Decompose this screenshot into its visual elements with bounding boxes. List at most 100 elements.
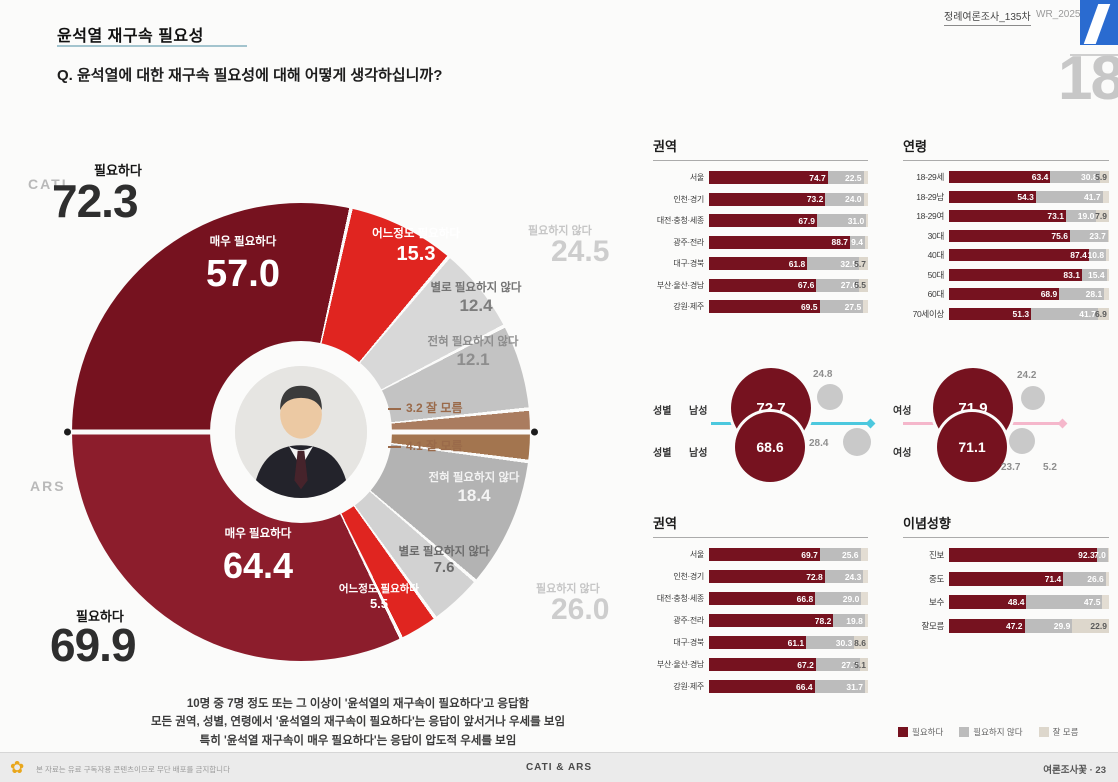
bar-track: 66.4 31.7 [709,680,868,693]
leader-line [388,445,401,448]
bar-segment-yes: 48.4 [949,595,1027,609]
bar-value: 47.2 [1005,620,1023,631]
bar-value: 67.9 [798,215,815,226]
bar-segment-no: 32.5 [807,257,859,270]
legend-label: 잘 모름 [1052,727,1079,737]
summary-notes: 10명 중 7명 정도 또는 그 이상이 '윤석열의 재구속이 필요하다'고 응… [80,695,636,750]
legend-label: 필요하지 않다 [973,727,1023,737]
gender-female-group: 여성 여성 71.9 71.1 24.2 23.7 5.2 [893,366,1111,488]
bar-row-label: 광주·전라 [673,616,704,625]
bar-segment-yes: 68.9 [949,288,1060,300]
bar-row-label: 보수 [928,597,944,607]
bar-track: 73.1 19.0 7.9 [949,210,1109,222]
gender-row-label: 여성 [893,448,912,459]
bar-track: 66.8 29.0 [709,592,868,605]
flower-logo-icon: ✿ [10,758,25,777]
ars-no-value: 26.0 [551,593,610,626]
question-text: Q. 윤석열에 대한 재구속 필요성에 대해 어떻게 생각하십니까? [57,67,443,84]
bar-segment-yes: 66.4 [709,680,815,693]
legend-item: 필요하지 않다 [959,726,1023,738]
legend-label: 필요하다 [912,727,944,737]
bar-row-label: 강원·제주 [673,682,704,691]
bar-segment-yes: 73.1 [949,210,1066,222]
panel-region-ars: 권역 서울 69.7 25.6 인천·경기 72.8 24.3 대전·충청·세종 66.8 29… [653,513,868,702]
mode-label-cati: CATI [28,176,68,192]
bar-segment-yes: 69.7 [709,548,820,561]
bar-row-label: 부산·울산·경남 [656,660,704,669]
bar-row-label: 잘모름 [921,620,944,631]
bar-value: 9.4 [851,237,863,247]
bar-segment-no: 19.8 [833,614,865,627]
bar-row-label: 서울 [689,173,704,182]
bar-value: 32.5 [840,258,857,269]
bar-segment-no: 29.9 [1024,618,1073,633]
gender-section-label: 성별 [653,406,672,417]
bar-value: 87.4 [1070,250,1087,260]
bar-value: 24.3 [844,571,862,582]
bar-segment-no: 41.7 [1031,307,1098,320]
bar-value: 24.0 [844,194,862,204]
bar-track: 75.6 23.7 [949,229,1109,242]
bar-track: 87.4 10.8 [949,249,1109,261]
bar-segment-yes: 61.8 [709,257,808,270]
legend-item: 필요하다 [898,726,943,738]
footer-left-text: 본 자료는 유료 구독자용 콘텐츠이므로 무단 배포를 금지합니다 [36,765,230,774]
bar-row: 18-29남 54.3 41.7 [903,190,1109,203]
bar-value: 5.7 [854,258,866,269]
bar-segment-yes: 61.1 [709,636,807,649]
bar-row-label: 50대 [927,269,945,280]
page-title: 윤석열 재구속 필요성 [57,28,204,45]
bar-row: 강원·제주 66.4 31.7 [653,680,868,693]
bar-track: 78.2 19.8 [709,614,868,627]
donut-label-ars-very: 매우 필요하다 64.4 [222,528,294,587]
bar-row: 60대 68.9 28.1 [903,288,1109,300]
bar-row-label: 진보 [928,550,944,560]
donut-label-cati-very: 매우 필요하다 57.0 [206,236,280,296]
bar-segment-no: 27.7 [815,658,860,671]
bar-value: 73.2 [806,194,824,204]
gender-yes-circle: 68.6 [735,412,805,482]
bar-track: 83.1 15.4 [949,268,1109,281]
bar-value: 7.9 [1095,211,1107,221]
bar-row-label: 70세이상 [912,308,945,319]
bar-row: 강원·제주 69.5 27.5 [653,300,868,313]
bar-segment-no: 19.0 [1065,210,1097,222]
legend-swatch [898,727,908,737]
bar-value: 7.0 [1094,550,1106,560]
donut-label-cati-not-at-all: 전혀 필요하지 않다 12.1 [427,336,519,370]
bar-segment-yes: 87.4 [949,249,1089,261]
gender-yes-circle: 71.1 [937,412,1007,482]
gender-no-value: 24.2 [1017,370,1037,381]
bar-row: 인천·경기 72.8 24.3 [653,570,868,583]
bar-row: 30대 75.6 23.7 [903,229,1109,242]
bar-value: 25.6 [841,549,859,560]
bar-segment-no: 24.3 [824,570,864,583]
bar-row: 광주·전라 88.7 9.4 [653,235,868,249]
cati-yes-value: 72.3 [52,175,139,227]
bar-value: 22.5 [844,172,862,183]
bar-row: 18-29세 63.4 30.8 5.9 [903,171,1109,183]
bar-value: 73.1 [1047,211,1064,221]
bar-value: 10.8 [1087,250,1105,260]
bar-value: 27.5 [844,301,862,312]
donut-chart: 매우 필요하다 57.0 어느정도 필요하다 15.3 별로 필요하지 않다 1… [64,203,538,661]
panel-rows: 진보 92.3 7.0 중도 71.4 26.6 보수 48.4 47.5 잘모름 47.2 29.9… [903,548,1109,633]
bar-row: 18-29여 73.1 19.0 7.9 [903,210,1109,222]
bar-row: 보수 48.4 47.5 [903,595,1109,609]
gender-no-circle [1009,428,1035,454]
bar-value: 69.5 [800,301,818,312]
bar-value: 67.6 [797,280,815,290]
bar-segment-yes: 78.2 [709,614,834,627]
bar-value: 8.6 [854,637,866,648]
survey-code: WR_202506_ [1036,9,1098,20]
bar-row: 대구·경북 61.1 30.3 8.6 [653,636,868,649]
donut-label-ars-not-really: 별로 필요하지 않다 7.6 [398,546,490,577]
note-line: 10명 중 7명 정도 또는 그 이상이 '윤석열의 재구속이 필요하다'고 응… [186,698,530,710]
mode-label-ars: ARS [30,478,66,494]
bar-row: 광주·전라 78.2 19.8 [653,614,868,627]
bar-value: 30.3 [835,637,853,648]
bar-value: 68.9 [1040,289,1058,299]
brand-logo [1080,0,1118,45]
bar-value: 28.1 [1085,289,1103,299]
